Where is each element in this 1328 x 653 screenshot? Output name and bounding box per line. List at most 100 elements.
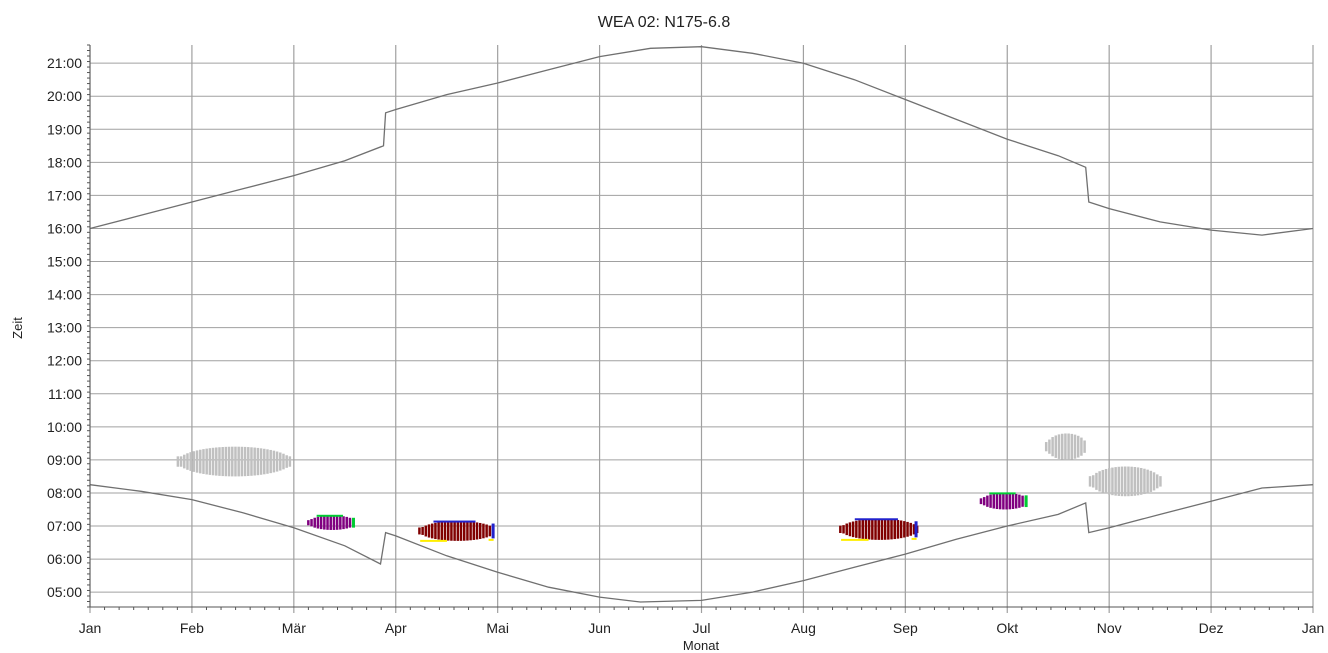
cluster-column (211, 447, 215, 476)
cluster-column (332, 515, 336, 530)
x-tick-label: Apr (385, 620, 407, 636)
cluster-column (1123, 466, 1127, 497)
cluster-column (1155, 474, 1159, 489)
cluster-column (998, 493, 1002, 510)
cluster-column (1111, 467, 1114, 496)
cluster-column (1139, 467, 1143, 495)
cluster-column (1054, 435, 1058, 458)
tick-labels: 05:00 06:00 07:00 08:00 09:00 10:00 11:00 12:00… (47, 55, 1324, 636)
cluster-column (1083, 440, 1086, 453)
cluster-column (348, 517, 352, 528)
cluster-column (215, 447, 218, 476)
cluster-column (1152, 472, 1156, 491)
cluster-edge (488, 538, 494, 541)
cluster-column (307, 520, 310, 526)
cluster-column (202, 449, 205, 474)
cluster-column (424, 525, 428, 537)
cluster-column (342, 516, 345, 530)
cluster-column (323, 515, 326, 530)
cluster-column (845, 523, 848, 536)
y-tick-label: 18:00 (47, 154, 82, 170)
cluster-column (1136, 467, 1140, 496)
cluster-column (475, 522, 479, 540)
x-tick-label: Sep (893, 620, 918, 636)
cluster-column (899, 520, 903, 539)
cluster-column (1014, 493, 1018, 509)
shadow-cluster (176, 446, 292, 477)
cluster-column (906, 521, 909, 537)
cluster-column (313, 517, 316, 528)
cluster-column (266, 449, 269, 474)
shadow-cluster (418, 520, 495, 542)
cluster-column (179, 456, 183, 467)
cluster-column (275, 451, 279, 472)
y-tick-label: 09:00 (47, 452, 82, 468)
cluster-column (1130, 466, 1133, 497)
cluster-column (221, 447, 224, 477)
cluster-edge (841, 538, 869, 541)
cluster-column (288, 456, 292, 467)
cluster-column (861, 519, 864, 539)
cluster-column (1104, 468, 1108, 494)
y-tick-label: 06:00 (47, 551, 82, 567)
cluster-column (234, 446, 237, 477)
y-tick-label: 13:00 (47, 320, 82, 336)
y-tick-label: 20:00 (47, 88, 82, 104)
cluster-column (1098, 471, 1101, 492)
cluster-edge (854, 518, 898, 521)
cluster-column (195, 450, 199, 473)
cluster-column (1143, 468, 1146, 495)
cluster-column (279, 452, 282, 471)
cluster-column (979, 498, 983, 505)
cluster-column (418, 527, 421, 535)
cluster-column (240, 446, 244, 477)
cluster-column (842, 525, 845, 534)
cluster-column (1091, 475, 1095, 488)
cluster-column (851, 521, 855, 538)
cluster-column (189, 452, 192, 471)
x-tick-label: Feb (180, 620, 204, 636)
cluster-edge (1024, 495, 1028, 508)
x-tick-label: Jul (693, 620, 711, 636)
y-tick-label: 08:00 (47, 485, 82, 501)
cluster-column (1076, 435, 1080, 458)
cluster-column (890, 519, 893, 540)
x-tick-label: Mai (486, 620, 509, 636)
cluster-column (995, 493, 999, 510)
cluster-column (272, 450, 276, 473)
cluster-edge (351, 517, 355, 528)
x-tick-label: Aug (791, 620, 816, 636)
cluster-column (1005, 492, 1008, 510)
cluster-edge (914, 521, 918, 538)
cluster-column (421, 526, 424, 535)
cluster-column (992, 493, 996, 509)
cluster-column (1159, 476, 1162, 487)
cluster-column (469, 521, 472, 541)
y-tick-label: 16:00 (47, 220, 82, 236)
cluster-column (282, 453, 285, 470)
cluster-column (224, 446, 228, 477)
cluster-column (982, 497, 986, 506)
x-tick-label: Dez (1199, 620, 1224, 636)
cluster-column (1095, 472, 1098, 490)
cluster-column (488, 525, 492, 537)
cluster-column (912, 524, 916, 535)
cluster-column (986, 495, 989, 507)
y-tick-label: 15:00 (47, 254, 82, 270)
cluster-column (176, 456, 180, 467)
cluster-column (1070, 433, 1074, 460)
cluster-column (263, 448, 266, 475)
cluster-column (459, 521, 463, 541)
x-tick-label: Jun (588, 620, 611, 636)
cluster-column (310, 519, 313, 527)
cluster-column (1011, 493, 1015, 509)
x-tick-label: Jan (79, 620, 102, 636)
cluster-column (1002, 492, 1005, 510)
x-axis-label: Monat (683, 638, 720, 653)
cluster-column (1057, 434, 1061, 459)
cluster-column (896, 519, 900, 539)
cluster-column (237, 446, 240, 477)
y-tick-label: 07:00 (47, 518, 82, 534)
cluster-column (1146, 469, 1149, 494)
cluster-column (1021, 495, 1024, 507)
